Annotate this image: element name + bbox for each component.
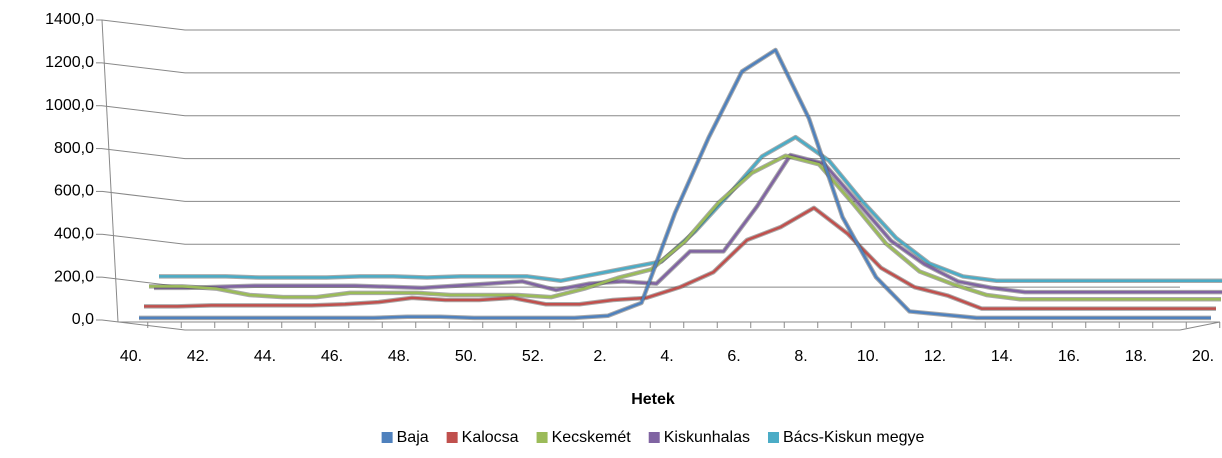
x-tick-label: 10. [857, 348, 879, 365]
y-tick-label: 600,0 [54, 183, 94, 200]
series-line [154, 152, 1222, 295]
x-tick-label: 8. [794, 348, 807, 365]
grid-line [101, 233, 1180, 245]
grid-line [101, 148, 1180, 160]
y-axis [101, 19, 119, 323]
x-tick-label: 44. [254, 348, 276, 365]
x-tick-label: 20. [1192, 348, 1214, 365]
legend-label: Bács-Kiskun megye [783, 429, 924, 446]
legend-swatch [381, 432, 393, 443]
x-tick-label: 52. [522, 348, 544, 365]
grid-line [101, 190, 1180, 202]
y-tick-label: 1000,0 [45, 97, 94, 114]
x-tick-label: 18. [1125, 348, 1147, 365]
x-tick-label: 46. [321, 348, 343, 365]
legend-label: Kalocsa [462, 429, 519, 446]
series-line [149, 154, 1221, 301]
x-tick-label: 48. [388, 348, 410, 365]
grid-line [101, 319, 1180, 331]
legend-swatch [767, 432, 779, 443]
grid-line [101, 105, 1180, 117]
legend-swatch [648, 432, 660, 443]
y-tick-label: 400,0 [54, 226, 94, 243]
x-tick-label: 2. [593, 348, 606, 365]
grid-line [101, 62, 1180, 74]
y-tick-label: 800,0 [54, 140, 94, 157]
x-tick-label: 4. [660, 348, 673, 365]
series-line [139, 48, 1211, 320]
legend: Baja Kalocsa Kecskemét Kiskunhalas Bács-Kisk… [381, 429, 924, 446]
x-tick-label: 16. [1058, 348, 1080, 365]
y-tick-label: 200,0 [54, 268, 94, 285]
x-tick-label: 14. [991, 348, 1013, 365]
x-tick-label: 42. [187, 348, 209, 365]
legend-swatch [446, 432, 458, 443]
grid-line [101, 19, 1180, 31]
x-tick-label: 50. [455, 348, 477, 365]
x-tick-label: 6. [727, 348, 740, 365]
y-tick-label: 0,0 [72, 311, 94, 328]
x-tick-label: 40. [120, 348, 142, 365]
x-axis-label: Hetek [631, 391, 675, 408]
legend-swatch [536, 432, 548, 443]
legend-label: Kecskemét [552, 429, 632, 446]
series-line [144, 206, 1216, 310]
series-line [154, 153, 1222, 294]
floor-edge [1179, 321, 1221, 331]
y-tick-label: 1400,0 [45, 11, 94, 28]
y-tick-label: 1200,0 [45, 54, 94, 71]
legend-label: Baja [397, 429, 429, 446]
x-tick-label: 12. [924, 348, 946, 365]
legend-label: Kiskunhalas [664, 429, 750, 446]
